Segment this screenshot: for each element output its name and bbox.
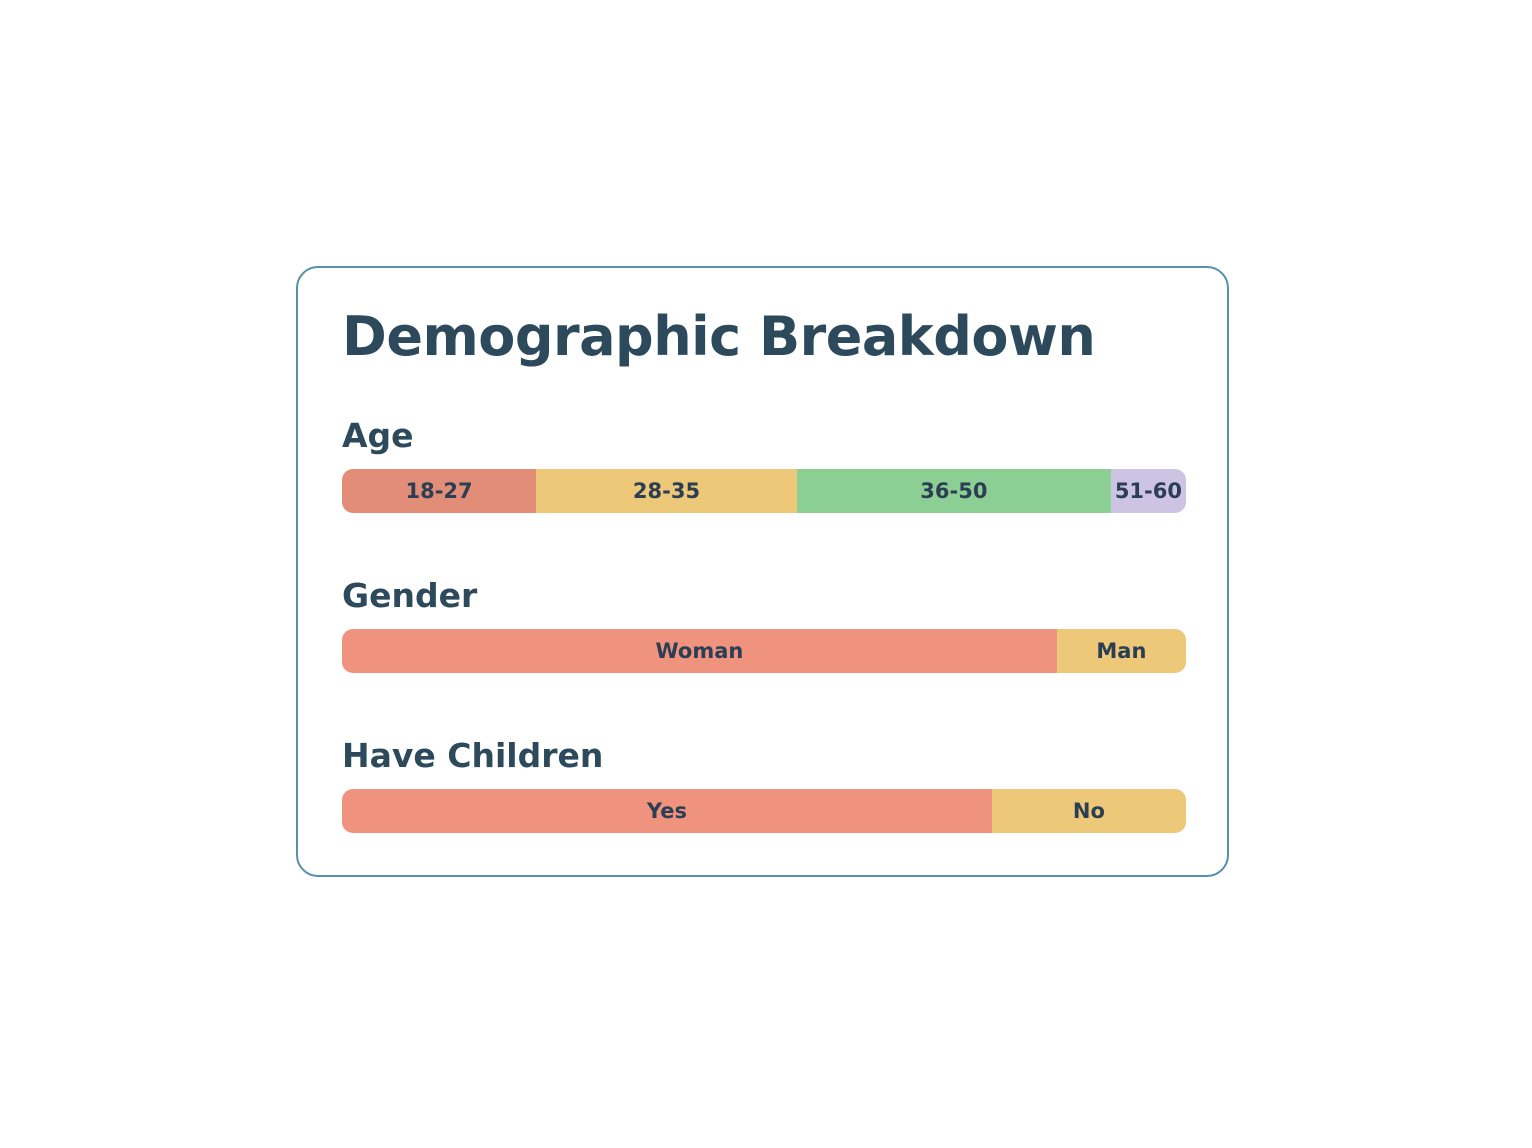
demographic-breakdown-card: Demographic Breakdown Age 18-27 28-35 36-50… — [296, 266, 1229, 877]
section-heading-have-children: Have Children — [342, 736, 604, 775]
age-segment-label-51-60: 51-60 — [1114, 479, 1182, 503]
age-segment-28-35: 28-35 — [536, 469, 797, 513]
gender-segment-label-woman: Woman — [655, 639, 744, 663]
gender-segment-label-man: Man — [1096, 639, 1147, 663]
gender-segment-man: Man — [1056, 629, 1186, 673]
section-heading-age: Age — [342, 416, 414, 455]
age-segment-36-50: 36-50 — [796, 469, 1111, 513]
gender-segment-woman: Woman — [342, 629, 1057, 673]
page-title: Demographic Breakdown — [342, 305, 1096, 368]
have-children-stacked-bar: Yes No — [342, 789, 1186, 833]
have-children-segment-label-yes: Yes — [646, 799, 687, 823]
gender-stacked-bar: Woman Man — [342, 629, 1186, 673]
age-segment-18-27: 18-27 — [342, 469, 537, 513]
age-segment-label-28-35: 28-35 — [632, 479, 701, 503]
section-age: Age 18-27 28-35 36-50 51-60 — [342, 415, 1186, 513]
have-children-segment-no: No — [991, 789, 1186, 833]
have-children-segment-label-no: No — [1072, 799, 1105, 823]
sections-container: Age 18-27 28-35 36-50 51-60 Gender Woman Man Hav… — [342, 415, 1186, 833]
age-segment-label-36-50: 36-50 — [920, 479, 988, 503]
age-stacked-bar: 18-27 28-35 36-50 51-60 — [342, 469, 1186, 513]
have-children-segment-yes: Yes — [342, 789, 992, 833]
section-heading-gender: Gender — [342, 576, 478, 615]
age-segment-label-18-27: 18-27 — [405, 479, 473, 503]
section-have-children: Have Children Yes No — [342, 735, 1186, 833]
age-segment-51-60: 51-60 — [1110, 469, 1186, 513]
section-gender: Gender Woman Man — [342, 575, 1186, 673]
